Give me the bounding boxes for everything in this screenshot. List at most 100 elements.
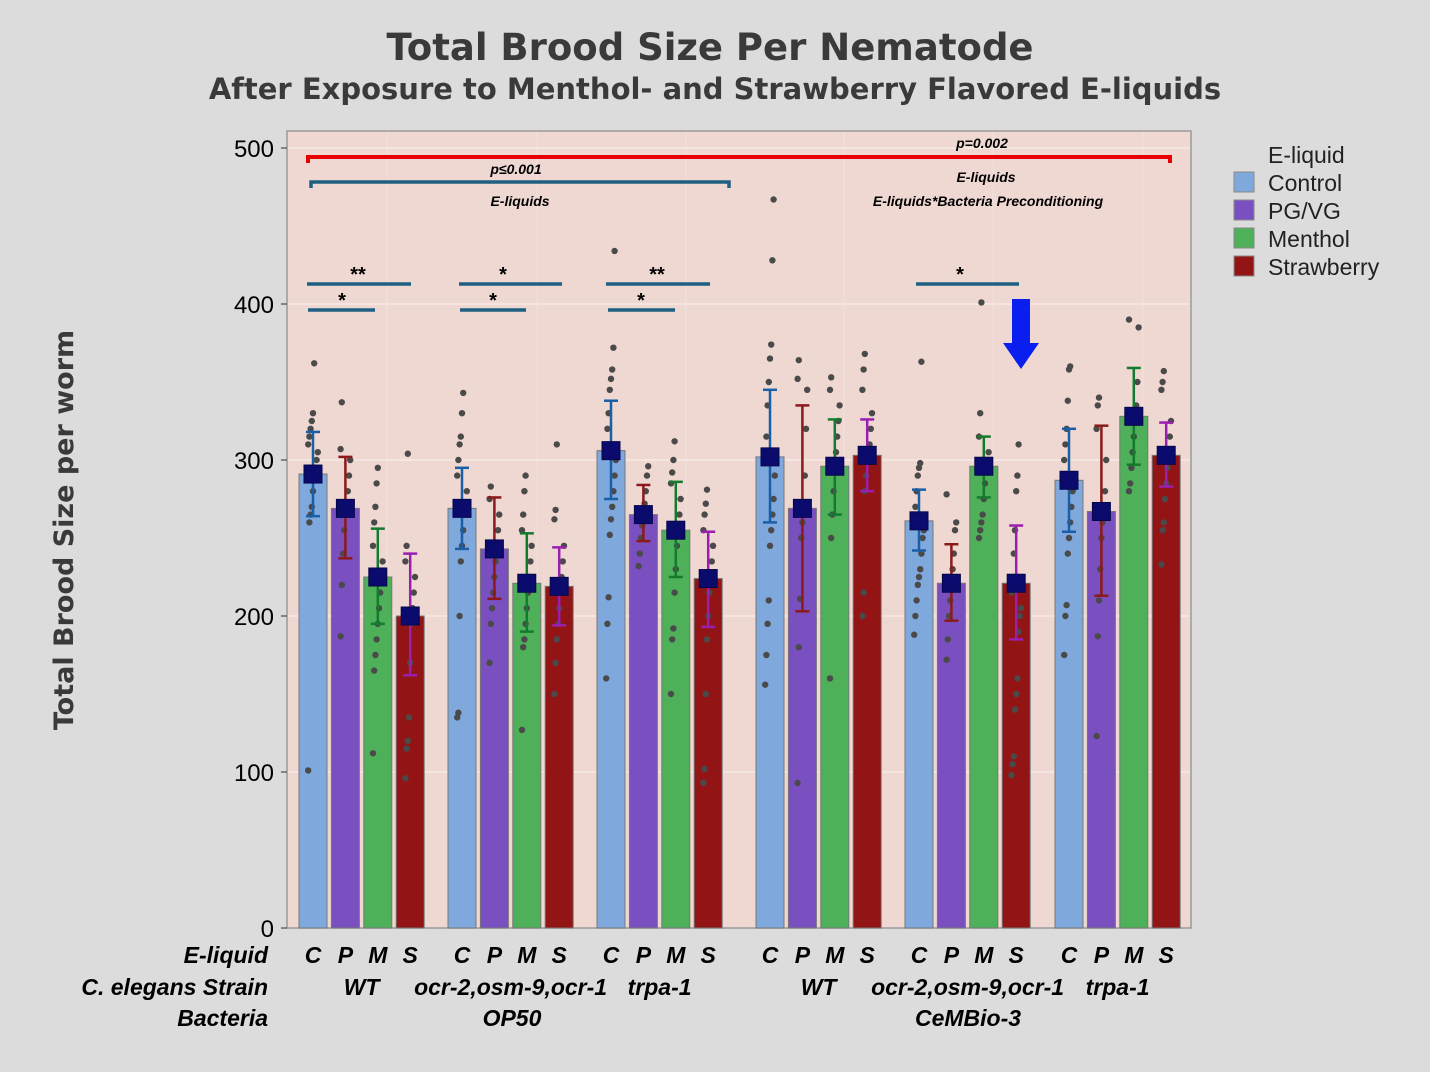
plot-area (286, 130, 1192, 929)
point-g0-C-0 (305, 767, 312, 774)
point-g4-C-2 (913, 597, 920, 604)
bar-g1-C (447, 507, 477, 929)
cat-label-g5-C: C (1061, 942, 1078, 968)
point-g4-P-0 (943, 656, 950, 663)
point-g5-S-0 (1158, 561, 1165, 568)
point-g4-C-15 (918, 358, 925, 365)
point-g5-C-12 (1064, 397, 1072, 404)
cat-label-g2-M: M (666, 942, 686, 968)
point-g3-C-5 (768, 527, 775, 534)
point-g2-S-8 (709, 542, 717, 549)
point-g4-M-8 (985, 449, 992, 456)
bar-g5-S (1151, 454, 1181, 929)
point-g5-P-9 (1093, 425, 1100, 432)
point-g2-S-0 (700, 779, 707, 787)
chart-subtitle: After Exposure to Menthol- and Strawberr… (209, 72, 1221, 106)
point-g3-M-9 (826, 386, 834, 393)
point-g2-M-0 (667, 690, 675, 698)
point-g5-P-2 (1095, 597, 1103, 604)
point-g3-C-12 (765, 378, 772, 386)
point-g1-P-2 (488, 605, 496, 612)
point-g5-M-1 (1127, 480, 1134, 487)
point-g0-S-9 (402, 558, 409, 565)
point-g3-C-4 (766, 542, 774, 549)
point-g4-P-8 (953, 519, 960, 526)
strain-label-g4: ocr-2,osm-9,ocr-1 (871, 974, 1064, 1000)
point-g3-S-9 (859, 386, 866, 393)
bacteria-label-cembio: CeMBio-3 (915, 1005, 1021, 1031)
sig-stars-wt-cs: ** (350, 264, 366, 286)
point-g0-C-11 (307, 425, 314, 432)
mean-g0-C (303, 464, 323, 484)
point-g2-M-11 (670, 456, 677, 464)
point-g4-S-15 (1015, 441, 1022, 448)
overall-p-value: p=0.002 (955, 135, 1008, 151)
point-g2-P-7 (643, 472, 651, 479)
point-g0-P-9 (337, 445, 344, 453)
point-g3-C-15 (769, 257, 776, 264)
point-g1-M-9 (518, 527, 526, 534)
point-g1-P-0 (486, 659, 493, 666)
point-g3-M-1 (828, 534, 835, 542)
point-g4-P-7 (951, 527, 959, 534)
point-g1-C-12 (457, 433, 464, 440)
ytick-label-500: 500 (234, 136, 274, 163)
point-g5-P-8 (1103, 456, 1110, 464)
point-g3-M-10 (828, 374, 835, 381)
bar-g2-S (693, 578, 723, 929)
mean-g4-S (1006, 573, 1026, 593)
point-g0-S-2 (404, 737, 411, 744)
mean-g1-M (517, 573, 537, 593)
point-g2-M-7 (676, 511, 683, 518)
legend-swatch-1 (1233, 199, 1255, 221)
point-g2-M-1 (669, 636, 676, 643)
point-g3-C-16 (770, 196, 777, 203)
point-g0-C-13 (309, 410, 317, 417)
point-g0-M-0 (369, 750, 377, 757)
bar-g0-C (298, 473, 328, 929)
point-g5-P-0 (1093, 732, 1100, 740)
point-g1-C-1 (455, 709, 462, 716)
mean-g0-S (400, 606, 420, 626)
cat-label-g3-P: P (795, 942, 811, 968)
point-g1-C-11 (456, 441, 463, 448)
ytick-label-100: 100 (234, 760, 274, 787)
point-g2-M-8 (677, 495, 684, 503)
point-g5-P-10 (1094, 402, 1102, 409)
point-g3-S-8 (868, 410, 876, 417)
point-g5-C-0 (1061, 651, 1068, 659)
point-g5-P-11 (1095, 394, 1103, 401)
overall-term-interaction: E-liquids*Bacteria Preconditioning (873, 193, 1104, 209)
bar-g1-P (479, 548, 509, 929)
point-g2-S-12 (703, 486, 711, 493)
mean-g0-M (368, 567, 388, 587)
cat-label-g1-P: P (487, 942, 503, 968)
point-g3-C-13 (766, 355, 774, 362)
point-g3-M-8 (836, 402, 843, 409)
point-g1-C-3 (457, 558, 464, 565)
cat-label-g3-C: C (762, 942, 779, 968)
mean-g5-P (1091, 501, 1111, 521)
point-g5-C-1 (1062, 612, 1069, 620)
mean-g4-M (974, 456, 994, 476)
point-g4-M-10 (977, 410, 984, 417)
point-g3-C-14 (768, 341, 775, 348)
point-g4-M-2 (978, 519, 985, 526)
point-g5-S-1 (1159, 527, 1166, 534)
op50-p-value: p≤0.001 (489, 161, 541, 177)
bar-g2-M (661, 529, 691, 929)
point-g4-C-3 (914, 581, 921, 588)
cat-label-g4-S: S (1009, 942, 1025, 968)
mean-g4-P (941, 573, 961, 593)
mean-g2-S (698, 569, 718, 589)
strain-label-g5: trpa-1 (1086, 974, 1150, 1000)
point-g4-M-3 (979, 511, 986, 518)
point-g0-S-11 (404, 450, 411, 457)
point-g1-C-14 (460, 389, 467, 397)
point-g3-C-1 (763, 651, 770, 659)
point-g3-C-3 (765, 597, 772, 604)
point-g1-S-1 (552, 659, 559, 666)
point-g2-C-14 (609, 366, 616, 373)
point-g3-S-7 (867, 425, 874, 432)
point-g4-S-2 (1010, 753, 1017, 760)
